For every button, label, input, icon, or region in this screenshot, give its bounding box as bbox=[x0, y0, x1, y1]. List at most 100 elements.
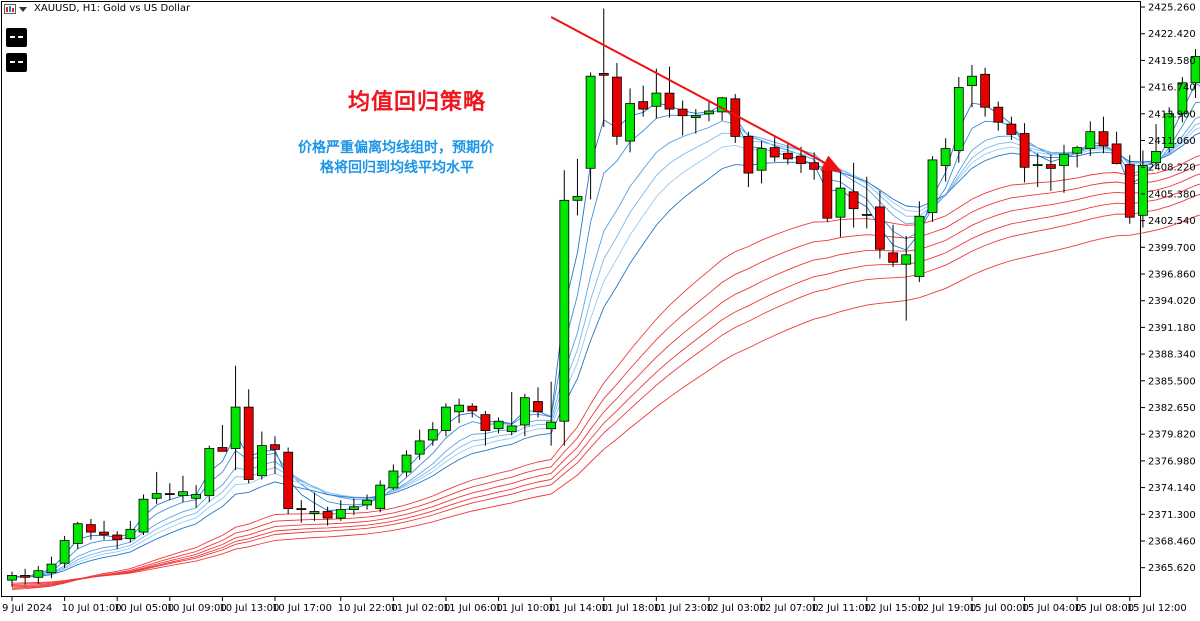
candle-67 bbox=[888, 224, 898, 268]
x-tick-label-21: 15 Jul 12:00 bbox=[1127, 603, 1187, 614]
fast-ma-line-15 bbox=[11, 132, 1200, 578]
candle-72 bbox=[953, 77, 964, 163]
candle-8 bbox=[112, 531, 123, 550]
candle-13 bbox=[178, 475, 188, 503]
candle-33 bbox=[440, 403, 451, 437]
candle-83 bbox=[1098, 116, 1109, 154]
symbol-title: XAUUSD, H1: Gold vs US Dollar bbox=[34, 3, 191, 14]
candle-body bbox=[585, 75, 596, 169]
slow-ma-line-35 bbox=[11, 163, 1200, 589]
candle-64 bbox=[848, 162, 859, 228]
y-tick-label-18: 2416.740 bbox=[1148, 83, 1196, 94]
y-tick-label-8: 2388.340 bbox=[1148, 350, 1196, 361]
candle-35 bbox=[467, 403, 478, 418]
candle-body bbox=[1046, 164, 1056, 169]
candle-53 bbox=[704, 99, 714, 122]
candle-39 bbox=[520, 393, 530, 437]
candle-88 bbox=[1164, 107, 1175, 153]
candle-body bbox=[86, 524, 96, 533]
candle-body bbox=[1085, 131, 1096, 149]
candle-12 bbox=[164, 483, 175, 501]
slow-ma-line-45 bbox=[11, 183, 1200, 587]
candle-body bbox=[72, 523, 83, 544]
slow-ma-line-50 bbox=[11, 193, 1200, 585]
candle-20 bbox=[270, 436, 280, 474]
candle-79 bbox=[1046, 154, 1056, 191]
y-tick-label-13: 2402.540 bbox=[1148, 216, 1196, 227]
candle-body bbox=[427, 429, 438, 441]
x-tick-label-16: 12 Jul 15:00 bbox=[864, 603, 924, 614]
candle-body bbox=[901, 254, 912, 265]
candle-body bbox=[480, 414, 491, 432]
candle-body bbox=[191, 494, 202, 499]
candle-63 bbox=[835, 171, 846, 237]
candle-body bbox=[572, 196, 583, 201]
candle-5 bbox=[72, 521, 83, 550]
candle-body bbox=[33, 570, 44, 578]
candle-body bbox=[1059, 153, 1069, 166]
candle-body bbox=[1111, 143, 1122, 164]
x-tick-label-20: 15 Jul 08:00 bbox=[1074, 603, 1134, 614]
plot-frame bbox=[1, 1, 1141, 597]
candle-41 bbox=[546, 381, 556, 446]
candle-body bbox=[1151, 150, 1161, 164]
candle-27 bbox=[362, 494, 373, 510]
x-tick-label-6: 10 Jul 22:00 bbox=[338, 603, 398, 614]
candle-21 bbox=[283, 447, 294, 515]
y-tick-label-7: 2385.500 bbox=[1148, 376, 1196, 387]
x-tick-label-12: 11 Jul 23:00 bbox=[653, 603, 713, 614]
strategy-description-line-1: 价格严重偏离均线组时，预期价 bbox=[298, 140, 494, 156]
candle-body bbox=[99, 531, 109, 536]
x-tick-label-18: 15 Jul 00:00 bbox=[969, 603, 1029, 614]
candle-9 bbox=[125, 520, 136, 543]
candle-36 bbox=[480, 410, 491, 446]
candle-body bbox=[783, 152, 793, 160]
candle-81 bbox=[1072, 145, 1083, 168]
x-tick-label-19: 15 Jul 04:00 bbox=[1022, 603, 1082, 614]
x-tick-label-9: 11 Jul 10:00 bbox=[496, 603, 556, 614]
x-tick-label-10: 11 Jul 14:00 bbox=[548, 603, 608, 614]
candle-49 bbox=[651, 68, 662, 119]
candle-52 bbox=[690, 109, 701, 134]
candle-42 bbox=[559, 170, 570, 446]
candle-body bbox=[296, 508, 307, 511]
candle-4 bbox=[59, 535, 70, 568]
symbol-menu-icon[interactable] bbox=[18, 4, 28, 14]
candle-body bbox=[756, 148, 767, 171]
candle-body bbox=[59, 540, 70, 564]
candle-56 bbox=[743, 131, 754, 188]
candle-38 bbox=[506, 392, 517, 436]
y-tick-label-17: 2413.900 bbox=[1148, 109, 1196, 120]
strategy-description: 价格严重偏离均线组时，预期价 格将回归到均线平均水平 bbox=[298, 138, 528, 178]
y-tick-label-9: 2391.180 bbox=[1148, 323, 1196, 334]
candle-body bbox=[559, 199, 570, 422]
candle-48 bbox=[638, 85, 649, 117]
quick-trade-sell-button[interactable] bbox=[6, 28, 27, 47]
candle-24 bbox=[322, 506, 333, 526]
candle-43 bbox=[572, 158, 583, 216]
fast-ma-line-8 bbox=[11, 116, 1200, 578]
candle-17 bbox=[230, 365, 241, 471]
candle-55 bbox=[730, 94, 741, 143]
x-tick-label-15: 12 Jul 11:00 bbox=[811, 603, 871, 614]
candle-body bbox=[914, 215, 925, 277]
candle-22 bbox=[296, 500, 307, 523]
candle-37 bbox=[493, 417, 504, 434]
candle-body bbox=[322, 511, 333, 519]
y-tick-label-0: 2365.620 bbox=[1148, 563, 1196, 574]
candle-57 bbox=[756, 141, 767, 184]
candle-body bbox=[875, 206, 885, 250]
candle-70 bbox=[927, 156, 938, 222]
candle-body bbox=[138, 498, 149, 533]
candle-body bbox=[243, 406, 254, 480]
x-tick-label-5: 10 Jul 17:00 bbox=[272, 603, 332, 614]
candle-body bbox=[796, 155, 806, 165]
y-tick-label-15: 2408.220 bbox=[1148, 163, 1196, 174]
candle-40 bbox=[533, 387, 543, 418]
candle-47 bbox=[625, 88, 635, 153]
quick-trade-buy-button[interactable] bbox=[6, 53, 27, 72]
candle-68 bbox=[901, 236, 912, 321]
strategy-title: 均值回归策略 bbox=[348, 90, 487, 115]
